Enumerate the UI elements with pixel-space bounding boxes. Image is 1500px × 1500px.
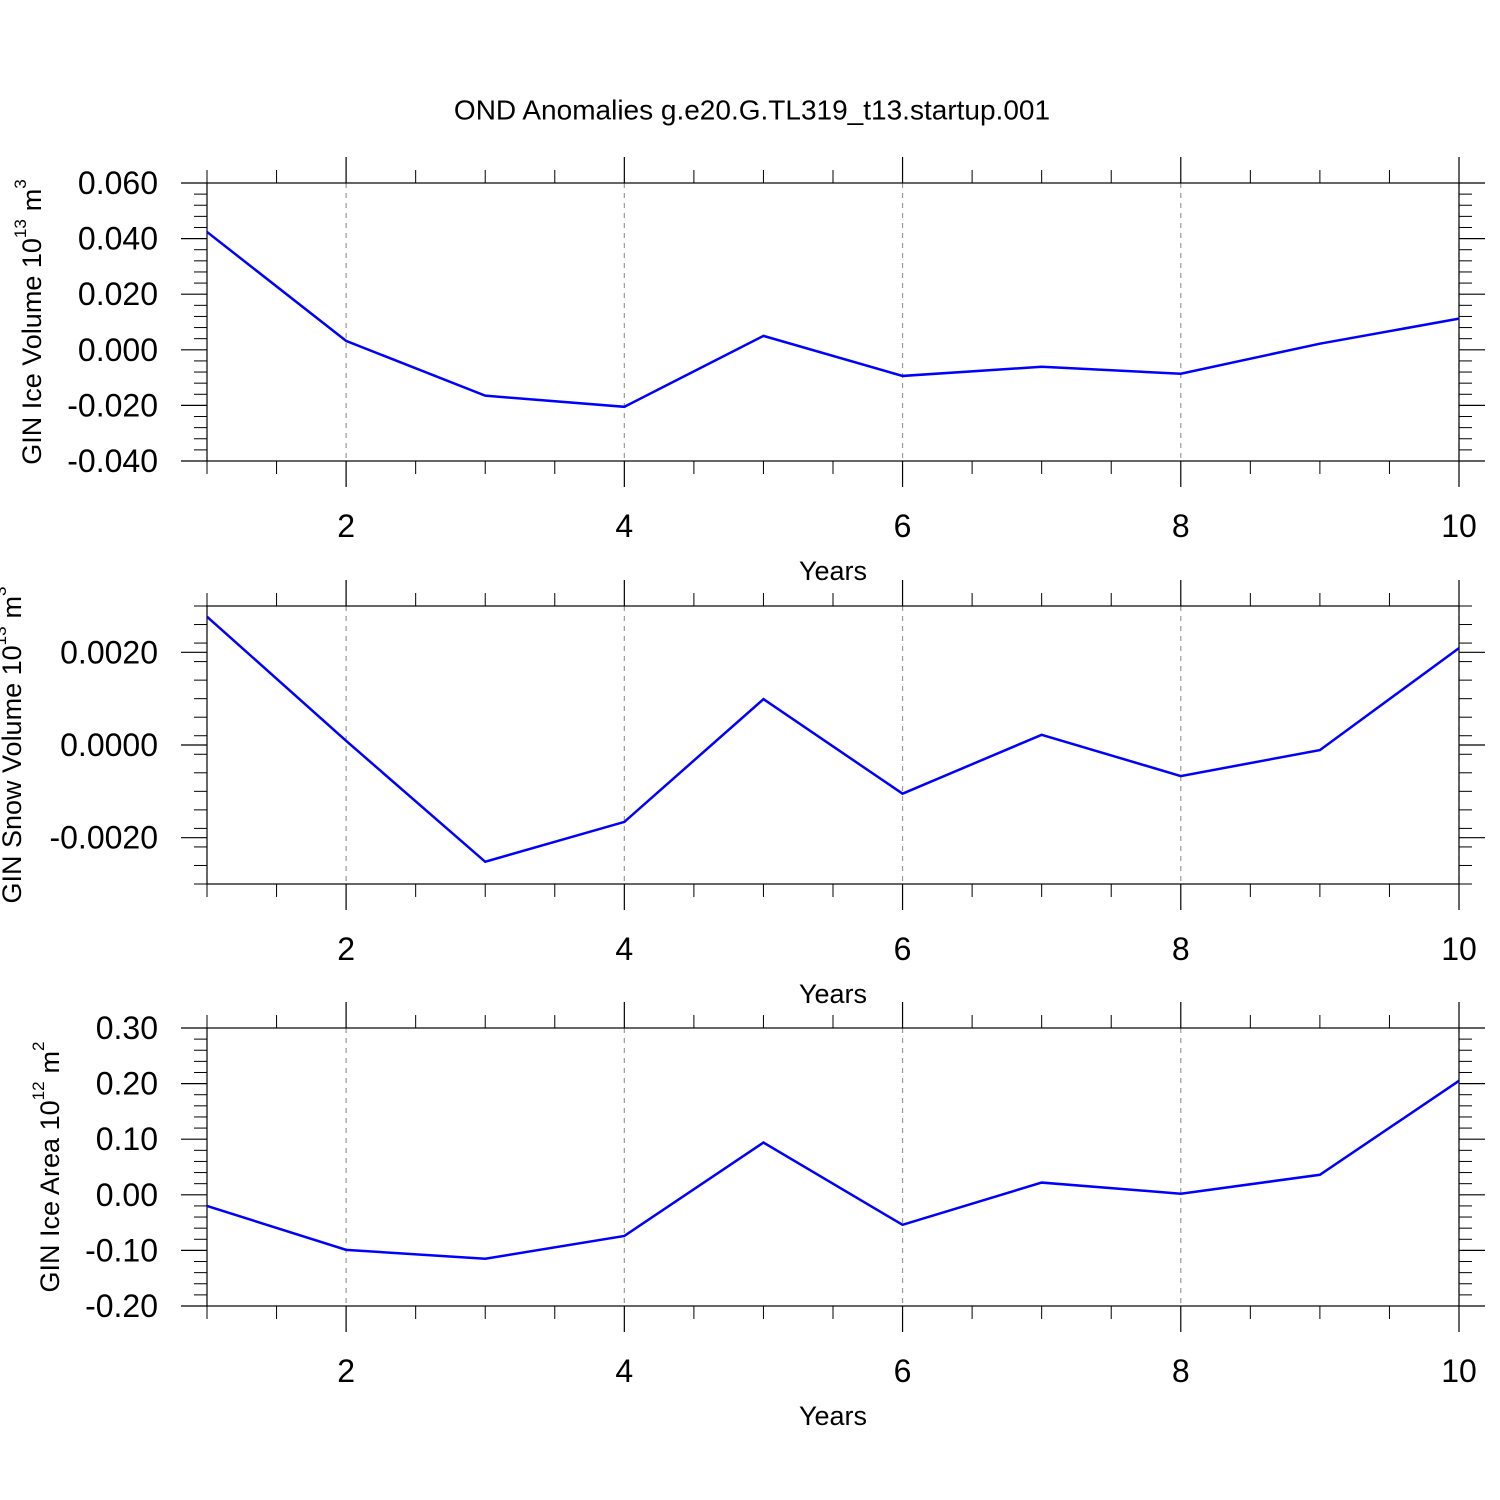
x-tick-label: 6 (894, 1353, 912, 1389)
y-axis-label: GIN Snow Volume 1013 m3 (0, 586, 27, 903)
y-tick-label: 0.20 (96, 1066, 158, 1102)
y-tick-label: 0.0020 (60, 634, 158, 670)
y-axis-label-exponent: 13 (0, 626, 10, 645)
panel: 2 4 6 8 10 -0.0020 0.0000 0.0020 Years GIN Snow V… (0, 580, 1485, 1009)
y-tick-label: 0.30 (96, 1010, 158, 1046)
plot-frame (206, 1027, 1460, 1307)
y-tick-label: 0.00 (96, 1177, 158, 1213)
y-axis-label: GIN Ice Volume 1013 m3 (11, 179, 48, 465)
y-axis-label-part: GIN Ice Volume 10 (17, 238, 47, 465)
x-axis-label: Years (799, 556, 867, 586)
y-axis-label-part: m (17, 189, 47, 212)
y-tick-label: 0.040 (78, 221, 158, 257)
x-tick-label: 8 (1172, 508, 1190, 544)
x-tick-label: 4 (615, 931, 633, 967)
y-tick-label: -0.020 (67, 387, 158, 423)
x-tick-label: 4 (615, 1353, 633, 1389)
x-tick-label: 6 (894, 508, 912, 544)
x-tick-label: 10 (1441, 1353, 1477, 1389)
y-axis-label-part: GIN Snow Volume 10 (0, 645, 27, 903)
plot-frame (206, 605, 1460, 885)
data-line (206, 615, 1460, 864)
panel: 2 4 6 8 10 -0.20 -0.10 0.00 0.10 0.20 0.30 Years GIN… (29, 1002, 1485, 1431)
y-axis-label-exponent: 3 (11, 179, 30, 188)
x-axis-label: Years (799, 1401, 867, 1431)
x-tick-label: 2 (337, 1353, 355, 1389)
y-tick-label: 0.10 (96, 1121, 158, 1157)
data-line (206, 230, 1460, 409)
y-axis-label-part: m (35, 1051, 65, 1074)
x-tick-label: 2 (337, 508, 355, 544)
y-tick-label: -0.10 (85, 1232, 158, 1268)
x-tick-label: 10 (1441, 931, 1477, 967)
y-axis-label-exponent: 12 (29, 1081, 48, 1100)
panel: 2 4 6 8 10 -0.040 -0.020 0.000 0.020 0.040 0.060 Ye… (11, 157, 1485, 586)
y-axis-label: GIN Ice Area 1012 m2 (29, 1042, 66, 1293)
y-tick-label: 0.0000 (60, 727, 158, 763)
y-tick-label: 0.060 (78, 165, 158, 201)
x-tick-label: 2 (337, 931, 355, 967)
y-tick-label: 0.020 (78, 276, 158, 312)
y-axis-label-exponent: 3 (0, 586, 10, 595)
y-axis-label-part: GIN Ice Area 10 (35, 1100, 65, 1292)
y-tick-label: -0.20 (85, 1288, 158, 1324)
y-axis-label-part: m (0, 596, 27, 619)
y-tick-label: -0.0020 (49, 820, 158, 856)
x-tick-label: 8 (1172, 931, 1190, 967)
x-tick-label: 8 (1172, 1353, 1190, 1389)
chart-title: OND Anomalies g.e20.G.TL319_t13.startup.… (454, 95, 1050, 126)
x-tick-label: 4 (615, 508, 633, 544)
x-axis-label: Years (799, 979, 867, 1009)
y-tick-label: -0.040 (67, 443, 158, 479)
data-line (206, 1079, 1460, 1260)
plot-frame (206, 182, 1460, 462)
y-tick-label: 0.000 (78, 332, 158, 368)
x-tick-label: 6 (894, 931, 912, 967)
y-axis-label-exponent: 2 (29, 1042, 48, 1051)
y-axis-label-exponent: 13 (11, 219, 30, 238)
x-tick-label: 10 (1441, 508, 1477, 544)
